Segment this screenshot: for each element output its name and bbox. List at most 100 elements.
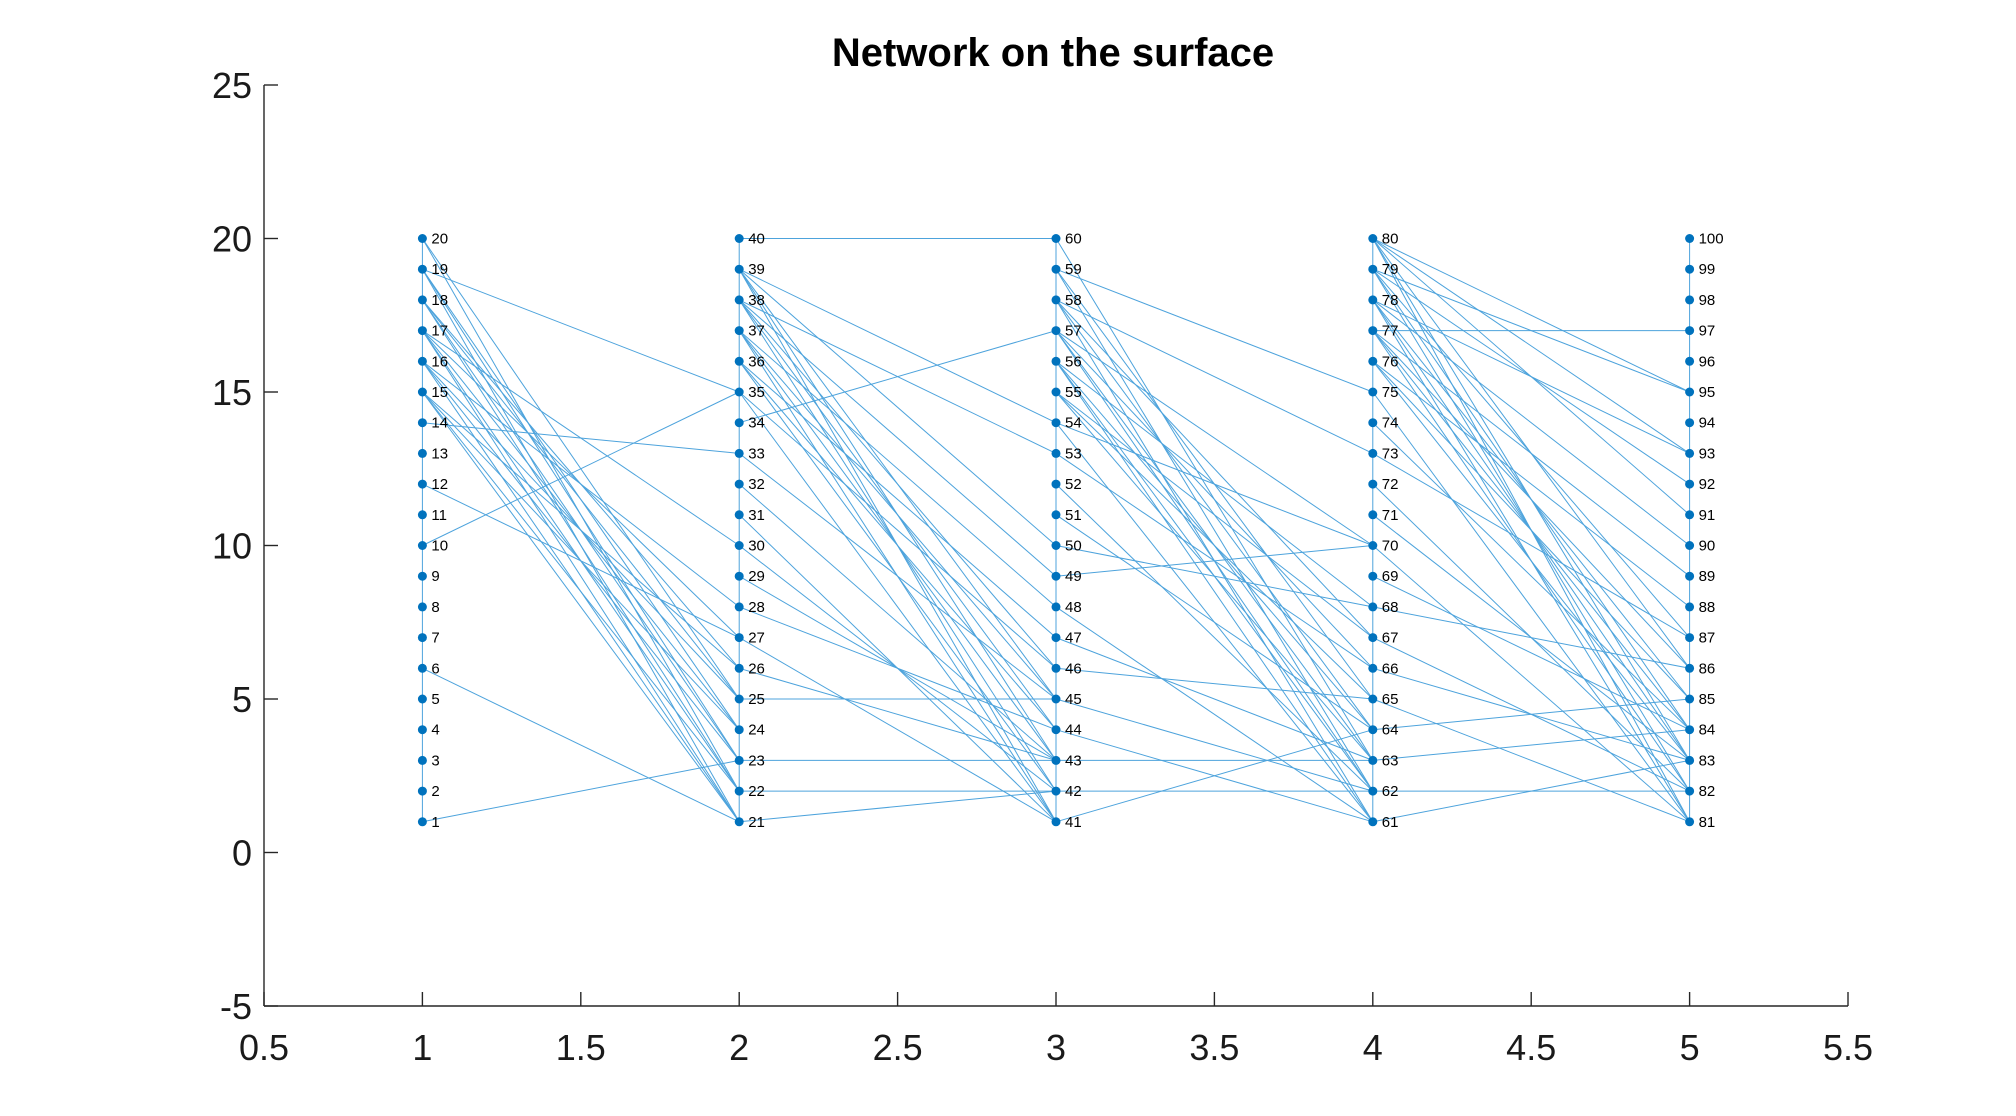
node-label: 55 [1065,384,1082,401]
graph-edge [421,330,740,823]
node-label: 36 [748,353,765,370]
graph-edge [1372,238,1691,761]
node-label: 79 [1382,261,1399,278]
graph-edge [1055,299,1374,823]
graph-node [1685,633,1695,643]
node-label: 23 [748,752,765,769]
node-label: 17 [431,323,448,340]
node-label: 39 [748,261,765,278]
y-tick-label: 10 [212,526,252,567]
graph-node [417,571,427,581]
graph-node [1368,234,1378,243]
graph-node [1368,510,1378,520]
x-tick-label: 2.5 [873,1027,923,1068]
node-label: 50 [1065,538,1082,555]
node-label: 30 [748,538,765,555]
graph-node [734,234,744,243]
graph-edge [1372,299,1690,546]
y-tick-label: 20 [212,219,252,260]
node-label: 72 [1382,476,1399,493]
graph-edge [739,667,1057,761]
graph-edge [738,483,1057,761]
node-label: 22 [748,783,765,800]
graph-node [734,786,744,796]
edges-layer [421,238,1691,823]
graph-node [1368,295,1378,305]
graph-node [1051,541,1061,550]
graph-node [1051,633,1061,643]
graph-edge [1055,330,1374,761]
node-label: 46 [1065,660,1082,677]
graph-node [1368,817,1378,827]
node-label: 27 [748,630,765,647]
graph-node [417,387,427,397]
node-label: 34 [748,415,765,432]
graph-edge [1055,238,1374,761]
node-label: 67 [1382,630,1399,647]
graph-node [1685,755,1695,765]
graph-node [1051,663,1061,673]
graph-edge [1055,729,1373,823]
graph-node [1685,448,1695,458]
y-tick-label: 5 [232,679,252,720]
graph-node [734,694,744,704]
graph-edge [738,268,1057,700]
node-label: 13 [431,445,448,462]
y-tick-label: 0 [232,833,252,874]
graph-node [1685,418,1695,428]
node-label: 40 [748,231,765,248]
graph-node [1051,326,1061,336]
graph-node [1368,387,1378,397]
graph-edge [738,268,1057,424]
node-label: 2 [431,783,439,800]
graph-node [734,817,744,827]
node-label: 32 [748,476,765,493]
graph-edge [1055,667,1373,700]
node-label: 92 [1699,476,1716,493]
node-label: 21 [748,814,765,831]
graph-node [417,663,427,673]
graph-node [1685,725,1695,735]
graph-node [1368,541,1378,550]
node-label: 97 [1699,323,1716,340]
graph-node [417,326,427,336]
graph-edge [1372,268,1690,393]
node-label: 9 [431,568,439,585]
node-label: 51 [1065,507,1082,524]
graph-node [1051,725,1061,735]
graph-node [734,510,744,520]
y-tick-label: 25 [212,65,252,106]
graph-node [1685,663,1695,673]
graph-edge [1055,268,1374,792]
graph-node [1368,694,1378,704]
graph-node [734,541,744,550]
graph-node [1368,755,1378,765]
graph-node [734,602,744,612]
graph-node [734,755,744,765]
node-label: 70 [1382,538,1399,555]
node-label: 61 [1382,814,1399,831]
node-label: 3 [431,752,439,769]
graph-node [1685,817,1695,827]
node-label: 91 [1699,507,1716,524]
graph-node [1051,602,1061,612]
graph-edge [421,268,740,730]
graph-node [1368,571,1378,581]
node-label: 49 [1065,568,1082,585]
graph-edge [1055,637,1373,761]
graph-edge [422,299,740,669]
node-label: 100 [1699,231,1724,248]
graph-node [1051,264,1061,274]
node-label: 64 [1382,722,1399,739]
x-tick-label: 4 [1363,1027,1383,1068]
graph-node [1051,234,1061,243]
node-label: 18 [431,292,448,309]
graph-node [417,295,427,305]
graph-edge [738,268,1057,546]
graph-edge [1372,238,1690,393]
node-label: 6 [431,660,439,677]
graph-edge [738,268,1057,761]
graph-edge [738,391,1057,823]
graph-node [1051,694,1061,704]
